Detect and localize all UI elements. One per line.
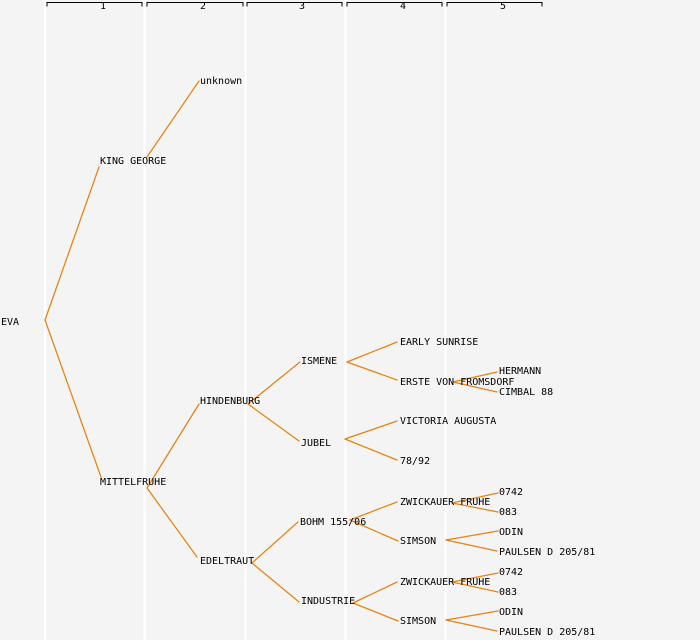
edge-ismene-to-early-sunrise <box>346 341 398 363</box>
pedigree-node-hindenburg: HINDENBURG <box>200 396 261 407</box>
pedigree-node-083-2: 083 <box>499 587 518 598</box>
pedigree-node-king-george: KING GEORGE <box>100 156 167 167</box>
pedigree-node-simson-1: SIMSON <box>400 536 437 547</box>
edge-edeltraut-to-bohm-155-06 <box>251 521 299 564</box>
pedigree-node-edeltraut: EDELTRAUT <box>200 556 255 567</box>
edge-zwickauer-fruhe-1-to-083-1 <box>451 502 499 513</box>
generation-bracket-1 <box>46 2 143 7</box>
pedigree-node-zwickauer-fruhe-1: ZWICKAUER FRUHE <box>400 497 491 508</box>
pedigree-node-eva: EVA <box>1 317 20 328</box>
edge-simson-1-to-paulsen-1 <box>445 539 498 552</box>
edge-hindenburg-to-jubel <box>247 403 300 442</box>
pedigree-node-erste-von-fromsdorf: ERSTE VON FROMSDORF <box>400 377 515 388</box>
edge-simson-1-to-odin-1 <box>445 530 499 541</box>
pedigree-node-early-sunrise: EARLY SUNRISE <box>400 337 479 348</box>
edge-eva-to-mittelfruhe <box>44 319 102 478</box>
edge-zwickauer-fruhe-1-to-0742-1 <box>451 492 499 504</box>
pedigree-node-paulsen-1: PAULSEN D 205/81 <box>499 547 596 558</box>
pedigree-node-odin-2: ODIN <box>499 607 524 618</box>
pedigree-node-mittelfruhe: MITTELFRUHE <box>100 477 167 488</box>
generation-number-3: 3 <box>299 1 306 12</box>
generation-number-4: 4 <box>400 1 407 12</box>
pedigree-node-zwickauer-fruhe-2: ZWICKAUER FRUHE <box>400 577 491 588</box>
edge-zwickauer-fruhe-2-to-0742-2 <box>451 572 499 583</box>
edge-edeltraut-to-industrie <box>251 562 300 603</box>
pedigree-node-victoria-augusta: VICTORIA AUGUSTA <box>400 416 497 427</box>
column-separator-lines <box>44 0 447 640</box>
edge-mittelfruhe-to-hindenburg <box>146 403 200 489</box>
edge-bohm-155-06-to-simson-1 <box>349 519 399 542</box>
edge-eva-to-king-george <box>44 166 100 321</box>
pedigree-node-unknown: unknown <box>200 76 243 87</box>
pedigree-node-ismene: ISMENE <box>301 356 338 367</box>
generation-number-2: 2 <box>200 1 207 12</box>
pedigree-node-083-1: 083 <box>499 507 518 518</box>
edge-jubel-to-78-92 <box>344 438 398 461</box>
edge-simson-2-to-odin-2 <box>445 610 499 621</box>
edge-king-george-to-unknown <box>146 80 200 158</box>
generation-bracket-2 <box>146 2 244 7</box>
generation-bracket-lines <box>46 2 543 7</box>
pedigree-node-jubel: JUBEL <box>301 438 332 449</box>
edge-industrie-to-simson-2 <box>352 602 399 622</box>
pedigree-node-0742-1: 0742 <box>499 487 524 498</box>
pedigree-edge-lines <box>44 80 499 632</box>
pedigree-node-simson-2: SIMSON <box>400 616 437 627</box>
edge-hindenburg-to-ismene <box>247 361 301 405</box>
generation-bracket-3 <box>246 2 343 7</box>
edge-ismene-to-erste-von-fromsdorf <box>346 361 398 381</box>
edge-bohm-155-06-to-zwickauer-fruhe-1 <box>349 501 398 521</box>
edge-mittelfruhe-to-edeltraut <box>146 487 198 558</box>
pedigree-node-hermann: HERMANN <box>499 366 542 377</box>
edge-erste-von-fromsdorf-to-cimbal-88 <box>452 381 498 393</box>
edge-jubel-to-victoria-augusta <box>344 420 398 440</box>
generation-bracket-4 <box>346 2 443 7</box>
pedigree-node-0742-2: 0742 <box>499 567 524 578</box>
generation-bracket-5 <box>446 2 543 7</box>
generation-number-5: 5 <box>500 1 507 12</box>
edge-erste-von-fromsdorf-to-hermann <box>452 371 498 383</box>
pedigree-node-bohm-155-06: BOHM 155/06 <box>300 517 367 528</box>
edge-industrie-to-zwickauer-fruhe-2 <box>352 581 398 604</box>
edge-zwickauer-fruhe-2-to-083-2 <box>451 581 499 593</box>
pedigree-node-78-92: 78/92 <box>400 456 431 467</box>
edge-simson-2-to-paulsen-2 <box>445 619 498 632</box>
pedigree-node-paulsen-2: PAULSEN D 205/81 <box>499 627 596 638</box>
generation-number-1: 1 <box>100 1 107 12</box>
pedigree-node-industrie: INDUSTRIE <box>301 596 356 607</box>
pedigree-node-odin-1: ODIN <box>499 527 524 538</box>
pedigree-node-cimbal-88: CIMBAL 88 <box>499 387 554 398</box>
